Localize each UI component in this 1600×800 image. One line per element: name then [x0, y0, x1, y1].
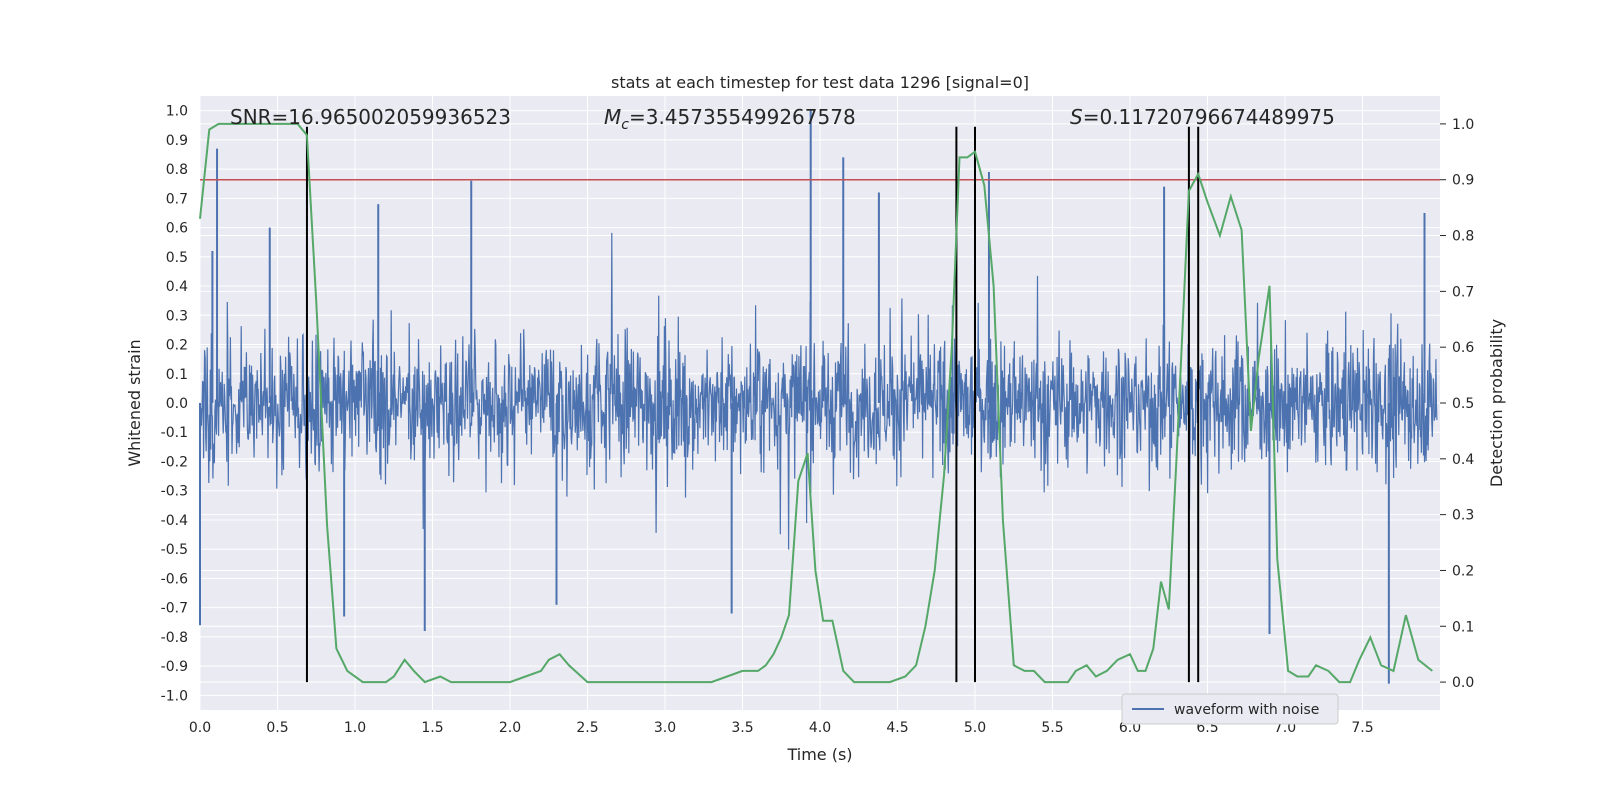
legend-box — [1121, 693, 1339, 725]
waveform-series — [199, 110, 1438, 684]
x-tick-label: 3.0 — [654, 720, 676, 736]
x-tick-label: 5.5 — [1041, 720, 1063, 736]
x-tick-label: 1.5 — [421, 720, 443, 736]
y-tick-label-left: 0.6 — [166, 221, 188, 237]
y-tick-label-left: -0.2 — [161, 454, 188, 470]
y-axis-label-left: Whitened strain — [125, 339, 144, 466]
mc-annotation: Mc=3.457355499267578 — [604, 105, 856, 133]
x-tick-label: 0.0 — [189, 720, 211, 736]
y-tick-label-left: 0.5 — [166, 250, 188, 266]
y-tick-label-left: -0.9 — [161, 659, 188, 675]
y-tick-label-right: 0.9 — [1452, 173, 1474, 189]
y-tick-label-left: 0.1 — [166, 367, 188, 383]
x-tick-label: 2.5 — [576, 720, 598, 736]
y-tick-label-right: 1.0 — [1452, 117, 1474, 133]
y-tick-label-left: 0.8 — [166, 162, 188, 178]
legend: waveform with noise — [1121, 693, 1339, 725]
x-tick-label: 5.0 — [964, 720, 986, 736]
x-tick-label: 2.0 — [499, 720, 521, 736]
y-tick-label-left: 1.0 — [166, 104, 188, 120]
x-tick-label: 7.5 — [1351, 720, 1373, 736]
y-ticks-left: 1.0 0.9 0.8 0.7 0.6 0.5 0.4 0.3 0.2 0.1 0.0 -0.1 -0.… — [161, 104, 188, 705]
x-ticks: 0.0 0.5 1.0 1.5 2.0 2.5 3.0 3.5 4.0 4.5 5.0 5.5 6.0 6… — [189, 720, 1374, 736]
chart-title: stats at each timestep for test data 129… — [611, 73, 1029, 92]
y-tick-label-right: 0.0 — [1452, 675, 1474, 691]
waveform-line — [199, 232, 1438, 550]
y-tick-label-left: -0.6 — [161, 571, 188, 587]
y-axis-label-right: Detection probability — [1487, 319, 1506, 487]
y-tick-label-left: -1.0 — [161, 688, 188, 704]
y-ticks-right: 1.0 0.9 0.8 0.7 0.6 0.5 0.4 0.3 0.2 0.1 0.0 — [1440, 117, 1474, 691]
y-tick-label-right: 0.5 — [1452, 396, 1474, 412]
x-tick-label: 3.5 — [731, 720, 753, 736]
y-tick-label-left: 0.4 — [166, 279, 188, 295]
y-tick-label-left: 0.2 — [166, 338, 188, 354]
s-annotation: S=0.11720796674489975 — [1070, 105, 1335, 129]
legend-label: waveform with noise — [1174, 702, 1319, 718]
x-tick-label: 1.0 — [344, 720, 366, 736]
y-tick-label-left: -0.8 — [161, 630, 188, 646]
x-tick-label: 4.0 — [809, 720, 831, 736]
snr-annotation: SNR=16.965002059936523 — [230, 105, 511, 129]
y-tick-label-left: -0.1 — [161, 425, 188, 441]
y-tick-label-left: -0.3 — [161, 484, 188, 500]
x-axis-label: Time (s) — [786, 745, 852, 764]
y-tick-label-right: 0.6 — [1452, 340, 1474, 356]
y-tick-label-left: -0.7 — [161, 601, 188, 617]
x-tick-label: 4.5 — [886, 720, 908, 736]
y-tick-label-left: 0.9 — [166, 133, 188, 149]
y-tick-label-right: 0.1 — [1452, 619, 1474, 635]
y-tick-label-right: 0.4 — [1452, 452, 1474, 468]
x-tick-label: 0.5 — [266, 720, 288, 736]
y-tick-label-right: 0.7 — [1452, 284, 1474, 300]
probability-line — [199, 122, 1433, 684]
y-tick-label-right: 0.2 — [1452, 563, 1474, 579]
y-tick-label-left: -0.5 — [161, 542, 188, 558]
y-tick-label-left: -0.4 — [161, 513, 188, 529]
y-tick-label-right: 0.3 — [1452, 508, 1474, 524]
y-tick-label-left: 0.7 — [166, 191, 188, 207]
y-tick-label-left: 0.0 — [166, 396, 188, 412]
y-tick-label-right: 0.8 — [1452, 229, 1474, 245]
probability-series — [199, 122, 1433, 684]
y-tick-label-left: 0.3 — [166, 308, 188, 324]
